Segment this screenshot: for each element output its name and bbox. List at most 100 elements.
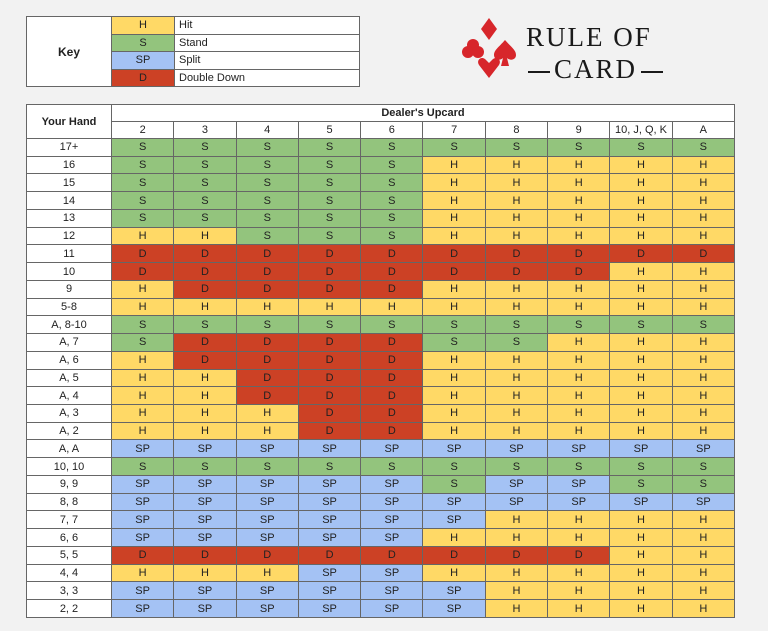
key-row: D Double Down [27,68,360,87]
move-cell: S [484,315,549,335]
move-cell: S [360,208,424,228]
move-cell: H [547,386,611,406]
move-cell: H [110,350,175,370]
move-cell: H [484,191,549,210]
move-cell: H [484,155,549,175]
key-description: Double Down [174,68,360,87]
move-cell: SP [484,474,549,494]
move-cell: S [609,457,673,476]
hand-label: 9, 9 [26,474,112,494]
move-cell: H [484,528,549,547]
dealer-card-header: 2 [110,121,175,139]
key-code: SP [111,51,175,70]
move-cell: S [547,457,611,476]
table-row: 9, 9 SP SP SP SP SP S SP SP S S [26,474,736,494]
move-cell: H [297,297,362,317]
move-cell: SP [110,474,175,494]
move-cell: D [173,262,237,281]
move-cell: H [671,173,736,193]
move-cell: SP [360,492,424,512]
move-cell: D [422,244,486,264]
table-row: 10, 10 S S S S S S S S S S [26,457,736,476]
move-cell: S [360,457,424,476]
move-cell: D [297,368,362,388]
move-cell: H [484,279,549,299]
table-row: 11 D D D D D D D D D D [26,244,736,264]
dealer-card-header: 7 [422,121,486,139]
move-cell: D [360,421,424,441]
move-cell: S [297,457,362,476]
move-cell: SP [110,581,175,601]
move-cell: D [297,279,362,299]
move-cell: D [360,386,424,406]
move-cell: S [297,191,362,210]
table-row: 8, 8 SP SP SP SP SP SP SP SP SP SP [26,492,736,512]
move-cell: H [671,368,736,388]
hand-label: 5, 5 [26,545,112,565]
move-cell: H [484,421,549,441]
table-row: 6, 6 SP SP SP SP SP H H H H H [26,528,736,547]
move-cell: H [609,581,673,601]
hand-label: A, 8-10 [26,315,112,335]
move-cell: SP [422,439,486,459]
move-cell: S [422,457,486,476]
move-cell: H [671,155,736,175]
move-cell: S [484,333,549,352]
move-cell: H [609,208,673,228]
move-cell: SP [297,474,362,494]
move-cell: D [297,350,362,370]
move-cell: SP [110,599,175,618]
move-cell: H [671,563,736,583]
move-cell: S [110,173,175,193]
hand-label: 14 [26,191,112,210]
move-cell: D [297,262,362,281]
dealer-card-header: A [671,121,736,139]
move-cell: SP [297,599,362,618]
move-cell: H [547,173,611,193]
table-row: 5-8 H H H H H H H H H H [26,297,736,317]
move-cell: H [484,404,549,423]
move-cell: S [547,138,611,157]
move-cell: S [235,315,299,335]
strategy-table: Your Hand Dealer's Upcard 2 3 4 5 6 7 8 9 10, J,… [26,104,736,618]
move-cell: S [360,226,424,246]
move-cell: H [547,563,611,583]
key-row: SP Split [27,51,360,70]
move-cell: D [235,350,299,370]
move-cell: D [484,545,549,565]
move-cell: H [422,528,486,547]
move-cell: SP [484,492,549,512]
move-cell: D [360,368,424,388]
move-cell: D [297,404,362,423]
move-cell: H [547,599,611,618]
move-cell: SP [173,510,237,530]
move-cell: H [547,191,611,210]
move-cell: SP [360,599,424,618]
move-cell: H [671,262,736,281]
move-cell: H [110,421,175,441]
hand-label: A, 2 [26,421,112,441]
move-cell: H [671,226,736,246]
move-cell: S [173,173,237,193]
hand-label: A, 3 [26,404,112,423]
move-cell: H [547,528,611,547]
move-cell: H [671,599,736,618]
logo-text-line2-word: CARD [554,54,638,84]
move-cell: D [547,244,611,264]
move-cell: D [360,350,424,370]
move-cell: D [422,262,486,281]
move-cell: SP [297,528,362,547]
move-cell: S [671,315,736,335]
move-cell: SP [297,510,362,530]
table-row: 4, 4 H H H SP SP H H H H H [26,563,736,583]
move-cell: S [173,155,237,175]
move-cell: SP [671,439,736,459]
logo-text-line2: CARD [524,54,667,85]
move-cell: SP [297,439,362,459]
move-cell: H [484,563,549,583]
key-description: Stand [174,33,360,52]
move-cell: H [110,279,175,299]
move-cell: SP [173,581,237,601]
move-cell: H [422,173,486,193]
